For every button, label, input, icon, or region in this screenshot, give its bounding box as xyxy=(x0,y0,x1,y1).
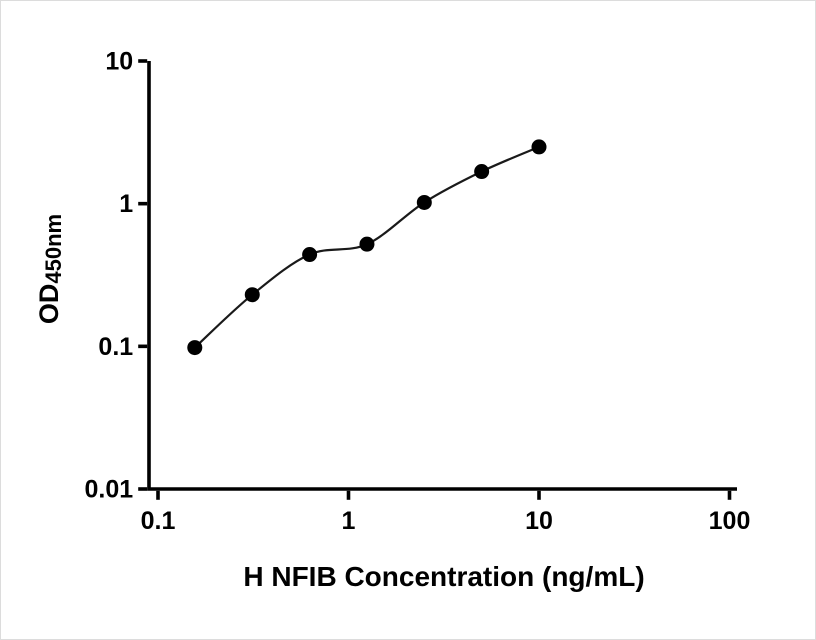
data-point xyxy=(359,236,375,252)
data-point xyxy=(244,287,260,303)
x-tick-label: 100 xyxy=(709,507,751,535)
x-tick-label: 0.1 xyxy=(141,507,176,535)
x-tick-label: 1 xyxy=(342,507,356,535)
x-tick-label: 10 xyxy=(525,507,553,535)
y-axis-title: OD450nm xyxy=(29,147,69,391)
data-point xyxy=(187,340,203,356)
data-point xyxy=(531,139,547,155)
y-tick-label: 1 xyxy=(119,190,133,218)
axis-lines xyxy=(147,61,737,491)
y-tick-label: 0.01 xyxy=(85,476,134,504)
y-tick-label: 0.1 xyxy=(98,333,133,361)
y-axis-title-text: OD xyxy=(34,283,64,325)
data-point xyxy=(474,164,490,180)
x-axis-title: H NFIB Concentration (ng/mL) xyxy=(243,561,645,592)
y-tick-label: 10 xyxy=(105,48,133,76)
y-axis-title-subscript: 450nm xyxy=(41,213,66,284)
data-point xyxy=(416,194,432,210)
data-point xyxy=(302,247,318,263)
